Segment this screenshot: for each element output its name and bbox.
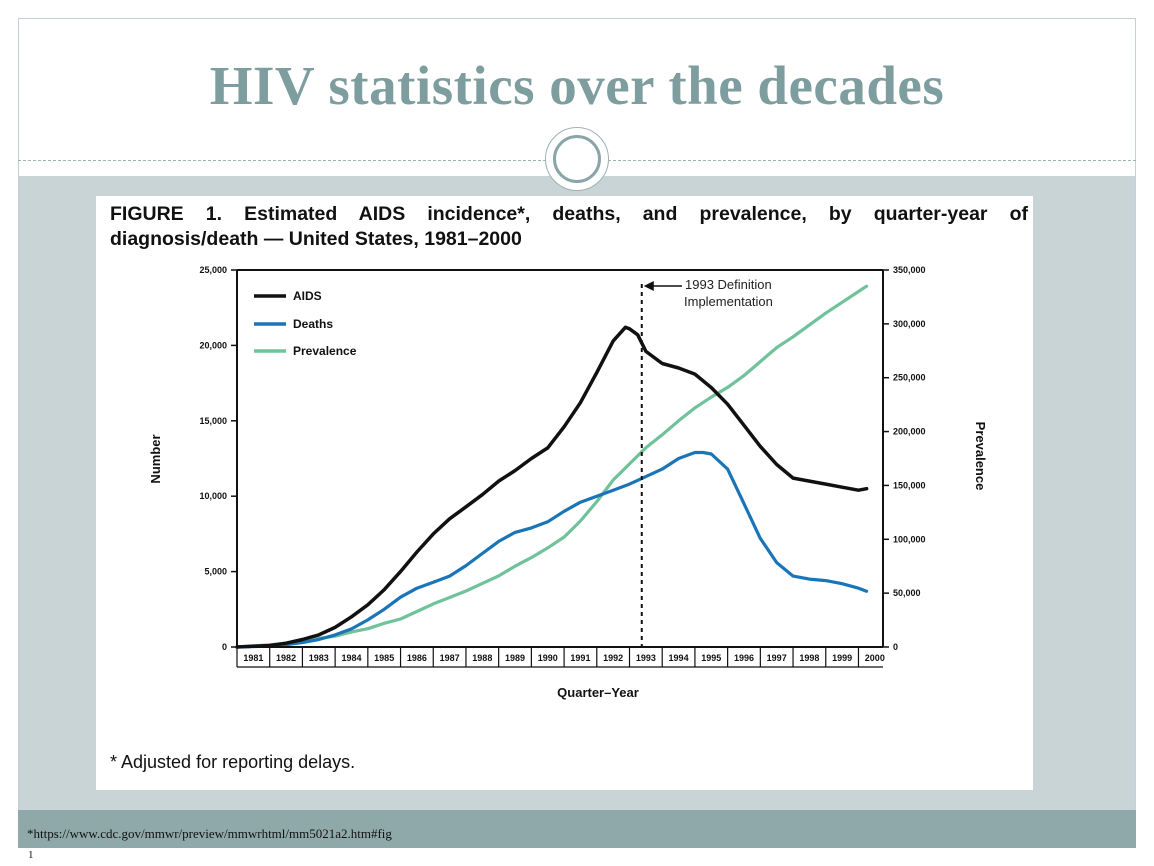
x-tick-label: 1997 [767,653,787,663]
plot-frame [236,269,884,668]
x-tick-label: 1984 [341,653,361,663]
x-tick-label: 1999 [832,653,852,663]
y-tick-label: 25,000 [199,265,227,275]
figure-caption-line-2: diagnosis/death — United States, 1981–20… [110,228,522,250]
y2-axis-title: Prevalence [973,422,988,491]
y2-axis-ticks: 0 50,000 100,000 150,000 200,000 250,000 300,0… [883,265,926,652]
figure-caption: FIGURE 1. Estimated AIDS incidence*, dea… [110,202,1028,252]
series-line-prevalence [235,284,869,649]
y2-tick-label: 150,000 [893,480,926,490]
x-tick-label: 1996 [734,653,754,663]
chart-legend: AIDS Deaths Prevalence [254,289,357,358]
y2-tick-label: 250,000 [893,373,926,383]
circle-ornament-inner [553,135,601,183]
figure-footnote: * Adjusted for reporting delays. [110,752,356,772]
x-tick-label: 1998 [799,653,819,663]
x-tick-label: 1988 [472,653,492,663]
x-tick-label: 1990 [538,653,558,663]
y-axis-ticks: 0 5,000 10,000 15,000 20,000 25,000 [199,265,237,652]
annotation-line-1: 1993 Definition [685,277,772,292]
x-tick-label: 1989 [505,653,525,663]
annotation-line-2: Implementation [684,294,773,309]
x-tick-label: 1995 [701,653,721,663]
x-tick-label: 1985 [374,653,394,663]
x-tick-label: 1991 [570,653,590,663]
page-number: 1 [28,849,34,861]
aids-line-chart: 1981 1982 1983 1984 1985 1986 1987 1988 1989 1990… [148,265,988,700]
y-tick-label: 20,000 [199,340,227,350]
x-tick-label: 1992 [603,653,623,663]
series-line-deaths [235,450,869,649]
x-tick-label: 1982 [276,653,296,663]
figure-panel: FIGURE 1. Estimated AIDS incidence*, dea… [96,196,1033,790]
footer-bar [18,810,1136,848]
y2-tick-label: 300,000 [893,319,926,329]
y-axis-title: Number [148,434,163,483]
slide-title: HIV statistics over the decades [209,55,945,116]
x-axis-ticks: 1981 1982 1983 1984 1985 1986 1987 1988 1989 1990… [236,647,885,667]
y2-tick-label: 100,000 [893,534,926,544]
source-url[interactable]: *https://www.cdc.gov/mmwr/preview/mmwrht… [27,826,392,841]
x-tick-label: 1986 [407,653,427,663]
y-tick-label: 10,000 [199,491,227,501]
annotation-arrowhead [643,281,654,291]
legend-label-aids: AIDS [293,289,322,303]
y2-tick-label: 50,000 [893,588,921,598]
y2-tick-label: 0 [893,642,898,652]
y-tick-label: 15,000 [199,416,227,426]
legend-label-prevalence: Prevalence [293,344,357,358]
x-tick-label: 1981 [243,653,263,663]
y-tick-label: 5,000 [204,567,227,577]
x-tick-label: 1994 [669,653,689,663]
y2-tick-label: 200,000 [893,427,926,437]
x-tick-label: 2000 [865,653,885,663]
definition-annotation: 1993 Definition Implementation [640,277,773,647]
figure-caption-line-1: FIGURE 1. Estimated AIDS incidence*, dea… [110,203,1028,225]
chart-series [235,284,869,649]
x-tick-label: 1983 [309,653,329,663]
x-tick-label: 1987 [440,653,460,663]
legend-label-deaths: Deaths [293,317,333,331]
x-tick-label: 1993 [636,653,656,663]
x-axis-title: Quarter–Year [557,685,639,700]
y-tick-label: 0 [222,642,227,652]
series-line-aids [235,325,869,649]
y2-tick-label: 350,000 [893,265,926,275]
